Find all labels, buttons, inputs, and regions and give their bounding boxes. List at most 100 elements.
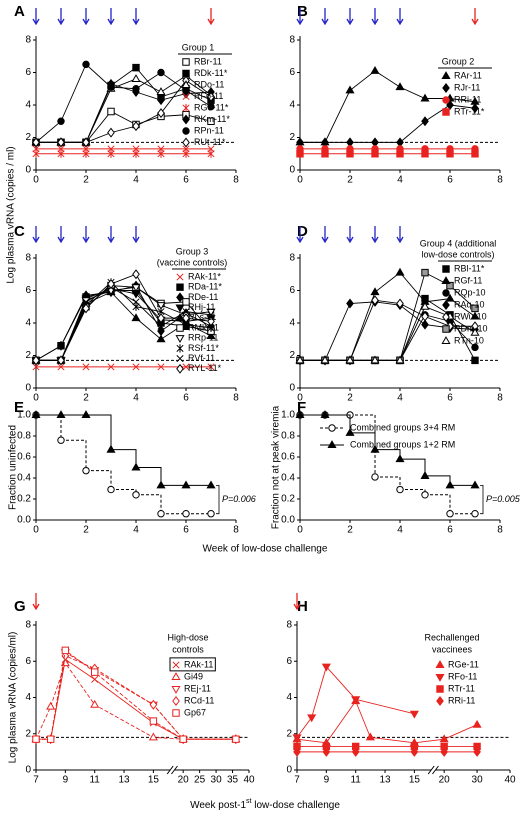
- legend-marker: [442, 108, 450, 116]
- legend-marker: [441, 336, 451, 345]
- marker: [131, 284, 141, 293]
- panel-label: C: [14, 223, 25, 240]
- y-tick-label: 8: [25, 253, 31, 264]
- x-axis-label-sup: st: [246, 798, 252, 805]
- marker: [351, 742, 360, 751]
- legend-label: RUt-11*: [194, 137, 226, 147]
- marker: [370, 355, 380, 364]
- legend-label: RAk-11: [184, 659, 213, 669]
- challenge-arrow: [396, 8, 404, 26]
- marker: [421, 268, 429, 277]
- legend-marker: [172, 661, 180, 669]
- marker: [207, 311, 215, 319]
- legend-label: RFo-11: [448, 671, 477, 681]
- legend-marker: [175, 335, 185, 344]
- marker: [346, 150, 354, 158]
- legend-marker: [176, 324, 184, 332]
- legend-title: Group 3: [176, 246, 209, 256]
- marker: [57, 340, 65, 351]
- x-tick-label: 9: [324, 775, 330, 786]
- marker: [81, 410, 91, 419]
- y-tick-label: 1.0: [17, 410, 31, 421]
- legend-marker: [442, 96, 450, 104]
- marker: [470, 480, 480, 489]
- step-segment: [400, 489, 426, 495]
- legend-label: RYL-11*: [188, 363, 222, 373]
- marker: [106, 444, 116, 453]
- marker: [351, 696, 361, 705]
- legend-marker: [442, 300, 450, 310]
- marker: [157, 363, 165, 371]
- y-axis-label: Fraction uninfected: [8, 425, 19, 510]
- marker: [395, 82, 405, 91]
- x-tick-label: 8: [233, 525, 239, 536]
- marker: [322, 742, 331, 751]
- legend-marker: [171, 672, 181, 681]
- marker: [365, 732, 375, 741]
- y-axis-label: Log plasma vRNA (copies/ml): [8, 632, 19, 764]
- legend-marker: [436, 685, 444, 693]
- marker: [471, 150, 479, 158]
- legend-marker: [435, 660, 445, 669]
- challenge-arrow: [296, 8, 304, 26]
- legend-marker: [442, 325, 450, 333]
- y-tick-label: 8: [286, 620, 292, 631]
- legend-title: Group 4 (additional: [420, 238, 497, 248]
- marker: [156, 87, 166, 96]
- marker: [470, 327, 480, 336]
- x-tick-label: 0: [33, 393, 39, 404]
- x-tick-label: 8: [497, 393, 503, 404]
- marker: [396, 485, 404, 494]
- marker: [132, 121, 140, 132]
- legend-title: Group 2: [442, 56, 475, 66]
- x-tick-label: 4: [133, 175, 139, 186]
- marker: [470, 311, 480, 320]
- panel-label: H: [297, 598, 308, 615]
- marker: [132, 491, 140, 499]
- marker: [156, 334, 166, 343]
- marker: [107, 149, 115, 158]
- marker: [107, 127, 115, 138]
- legend-marker: [182, 137, 190, 148]
- marker: [179, 735, 187, 743]
- marker: [371, 473, 379, 481]
- marker: [132, 149, 140, 158]
- marker: [320, 410, 330, 419]
- y-tick-label: 0.0: [281, 515, 295, 526]
- legend-label: RCd-11: [184, 695, 214, 705]
- marker: [82, 149, 90, 158]
- legend-title: High-dose: [167, 632, 208, 642]
- legend-label: REj-11: [184, 683, 211, 693]
- marker: [420, 301, 430, 310]
- marker: [446, 150, 454, 158]
- marker: [206, 308, 216, 317]
- y-tick-label: 0.4: [281, 473, 295, 484]
- y-tick-label: 6: [286, 656, 292, 667]
- marker: [370, 287, 380, 296]
- marker: [61, 646, 70, 655]
- marker: [82, 137, 90, 148]
- x-tick-label: 7: [33, 775, 39, 786]
- marker: [182, 308, 190, 316]
- marker: [157, 322, 165, 330]
- axis-break: [171, 765, 178, 775]
- x-tick-label: 4: [397, 525, 403, 536]
- marker: [371, 295, 379, 306]
- x-tick-label: 8: [233, 175, 239, 186]
- axis-break: [166, 765, 174, 775]
- marker: [207, 117, 215, 125]
- x-tick-label: 0: [33, 525, 39, 536]
- marker: [471, 356, 479, 365]
- legend-label: RFo-11: [194, 91, 223, 101]
- legend-title: controls: [172, 644, 204, 654]
- step-segment: [111, 449, 137, 468]
- x-tick-label: 2: [347, 525, 353, 536]
- marker: [471, 343, 479, 351]
- marker: [410, 746, 419, 757]
- x-axis-label: Week post-1st low-dose challenge: [190, 798, 340, 811]
- x-tick-label: 8: [233, 393, 239, 404]
- step-segment: [36, 414, 62, 441]
- step-segment: [425, 475, 451, 486]
- marker: [472, 719, 482, 728]
